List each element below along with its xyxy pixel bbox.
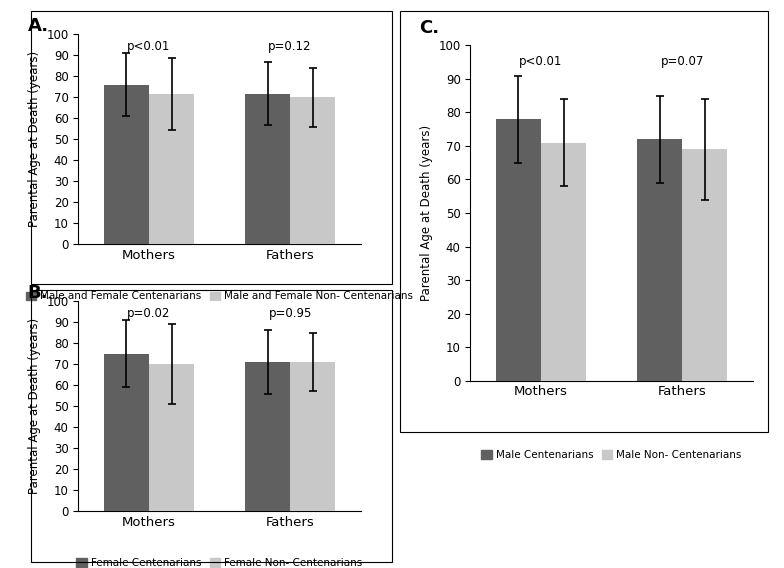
Bar <box>682 149 728 381</box>
Bar <box>149 364 194 511</box>
Text: C.: C. <box>419 19 440 36</box>
Text: A.: A. <box>27 17 49 35</box>
Bar <box>495 119 541 381</box>
Bar <box>103 85 149 244</box>
Y-axis label: Parental Age at Death (years): Parental Age at Death (years) <box>28 318 41 494</box>
Bar <box>290 97 336 244</box>
Text: p=0.07: p=0.07 <box>660 56 704 69</box>
Text: p<0.01: p<0.01 <box>127 40 171 53</box>
Bar <box>245 362 290 511</box>
Y-axis label: Parental Age at Death (years): Parental Age at Death (years) <box>28 51 41 227</box>
Legend: Male and Female Centenarians, Male and Female Non- Centenarians: Male and Female Centenarians, Male and F… <box>21 287 418 306</box>
Text: p=0.02: p=0.02 <box>127 307 171 320</box>
Text: B.: B. <box>27 284 48 302</box>
Bar <box>103 353 149 511</box>
Bar <box>637 139 682 381</box>
Y-axis label: Parental Age at Death (years): Parental Age at Death (years) <box>420 125 433 301</box>
Bar <box>541 143 586 381</box>
Legend: Female Centenarians, Female Non- Centenarians: Female Centenarians, Female Non- Centena… <box>72 554 367 568</box>
Text: p=0.95: p=0.95 <box>268 307 312 320</box>
Bar <box>245 94 290 244</box>
Bar <box>290 362 336 511</box>
Text: p=0.12: p=0.12 <box>268 40 312 53</box>
Text: p<0.01: p<0.01 <box>519 56 563 69</box>
Legend: Male Centenarians, Male Non- Centenarians: Male Centenarians, Male Non- Centenarian… <box>477 446 746 465</box>
Bar <box>149 94 194 244</box>
